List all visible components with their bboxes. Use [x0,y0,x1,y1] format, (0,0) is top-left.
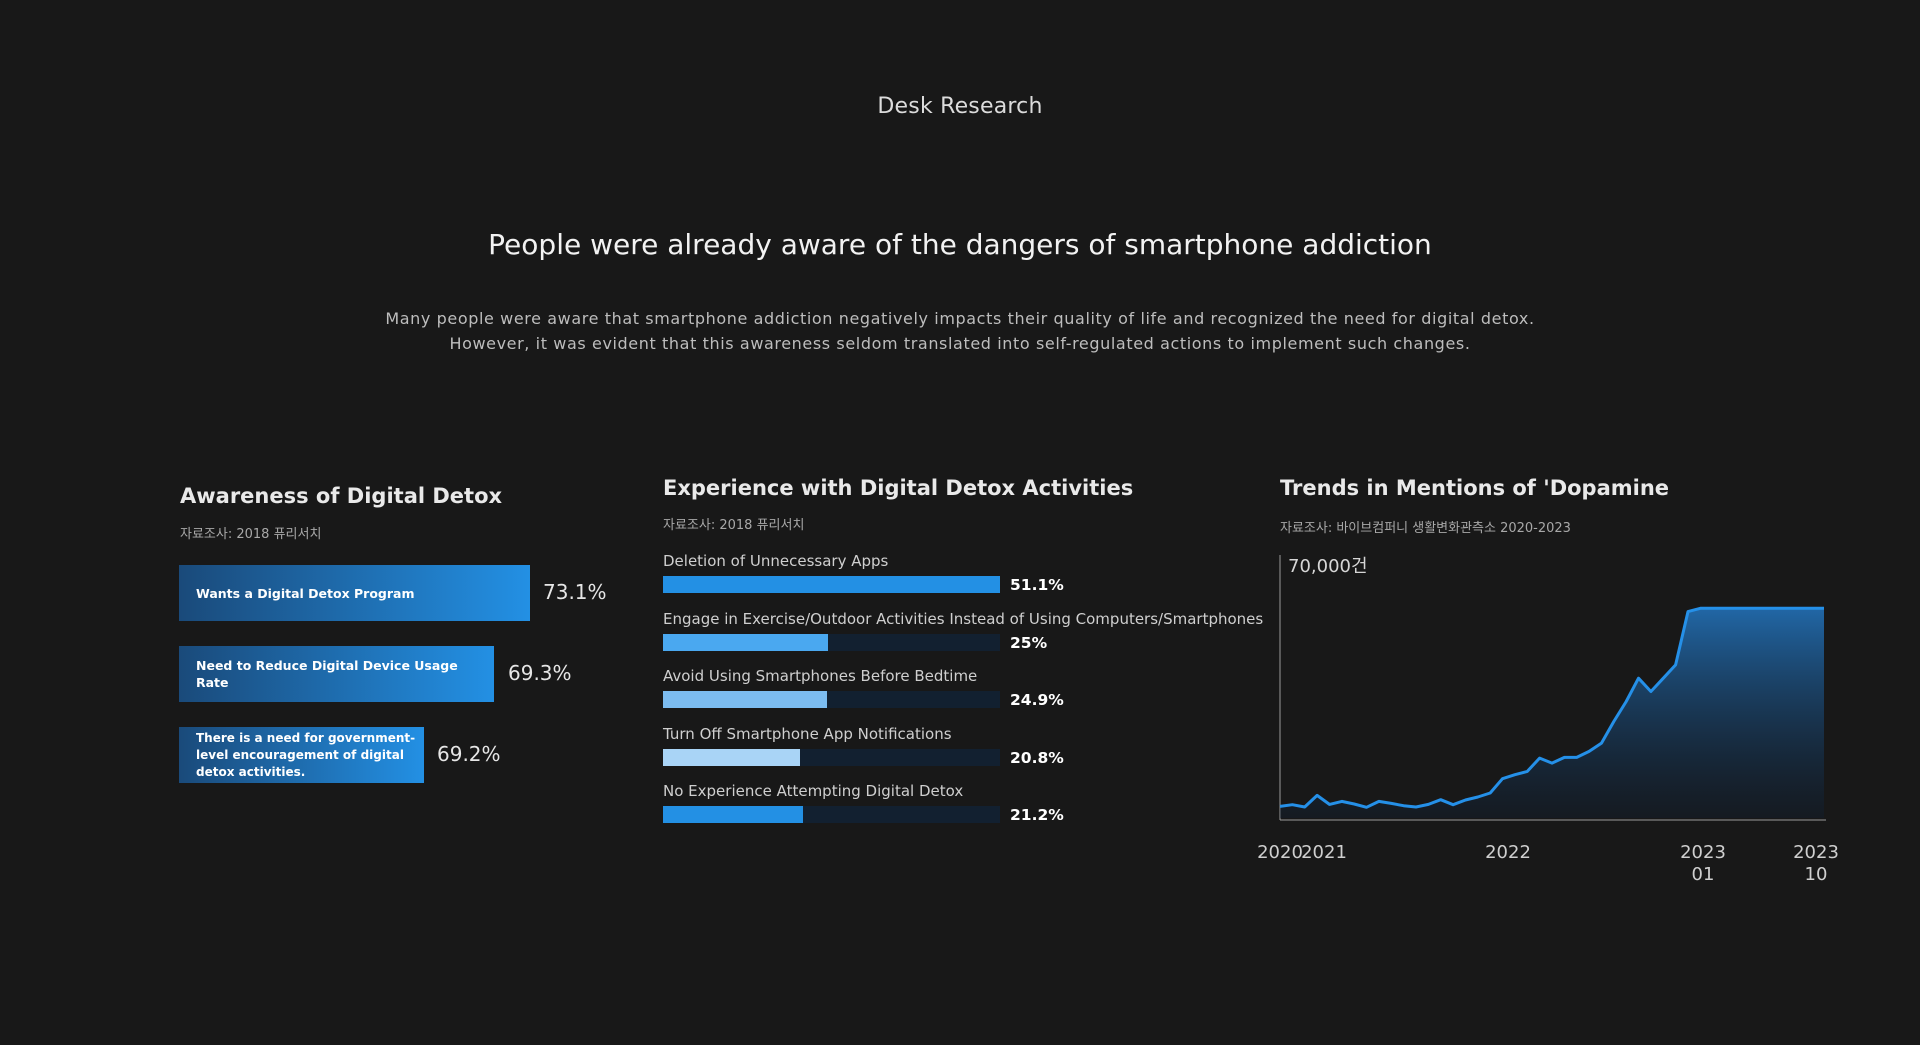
x-tick-label: 2020 [1257,842,1303,863]
description: Many people were aware that smartphone a… [0,306,1920,356]
experience-value-label: 51.1% [1010,576,1064,594]
description-line-1: Many people were aware that smartphone a… [385,309,1535,328]
x-tick-label: 2021 [1301,842,1347,863]
experience-category-label: Turn Off Smartphone App Notifications [663,725,952,743]
experience-bar-track [663,634,1000,651]
awareness-bar: Need to Reduce Digital Device Usage Rate [179,646,494,702]
trend-source: 자료조사: 바이브컴퍼니 생활변화관측소 2020-2023 [1280,521,1571,536]
trend-title: Trends in Mentions of 'Dopamine [1280,476,1670,500]
experience-source: 자료조사: 2018 퓨리서치 [663,518,805,533]
x-tick-label: 2023 01 [1680,842,1726,885]
trend-line [1279,606,1824,809]
headline: People were already aware of the dangers… [488,228,1432,261]
bar-label: Need to Reduce Digital Device Usage Rate [196,658,458,690]
experience-bar [663,634,828,651]
bar-label: There is a need for government-level enc… [196,730,416,779]
awareness-source: 자료조사: 2018 퓨리서치 [180,527,322,542]
trend-area [1280,608,1824,818]
section-label: Desk Research [877,94,1043,119]
experience-bar [663,576,1000,593]
experience-title: Experience with Digital Detox Activities [663,476,1134,500]
experience-bar-track [663,691,1000,708]
experience-bar [663,691,828,708]
bar-value-label: 73.1% [543,580,607,604]
experience-bar [663,749,801,766]
experience-bar-track [663,576,1000,593]
bar-value-label: 69.3% [508,661,572,685]
y-max-label: 70,000건 [1288,556,1368,577]
experience-value-label: 21.2% [1010,806,1064,824]
experience-bar-track [663,806,1000,823]
x-tick-label: 2022 [1485,842,1531,863]
experience-value-label: 25% [1010,634,1048,652]
awareness-bar: There is a need for government-level enc… [179,727,424,783]
experience-category-label: Engage in Exercise/Outdoor Activities In… [663,610,1264,628]
description-line-2: However, it was evident that this awaren… [449,334,1471,353]
x-tick-label: 2023 10 [1793,842,1839,885]
awareness-bar: Wants a Digital Detox Program [179,565,530,621]
experience-value-label: 24.9% [1010,691,1064,709]
experience-category-label: No Experience Attempting Digital Detox [663,782,964,800]
bar-label: Wants a Digital Detox Program [196,585,415,601]
experience-bar-track [663,749,1000,766]
bar-value-label: 69.2% [437,742,501,766]
experience-category-label: Avoid Using Smartphones Before Bedtime [663,667,978,685]
experience-bar [663,806,803,823]
experience-category-label: Deletion of Unnecessary Apps [663,552,889,570]
awareness-title: Awareness of Digital Detox [180,484,503,508]
experience-value-label: 20.8% [1010,749,1064,767]
